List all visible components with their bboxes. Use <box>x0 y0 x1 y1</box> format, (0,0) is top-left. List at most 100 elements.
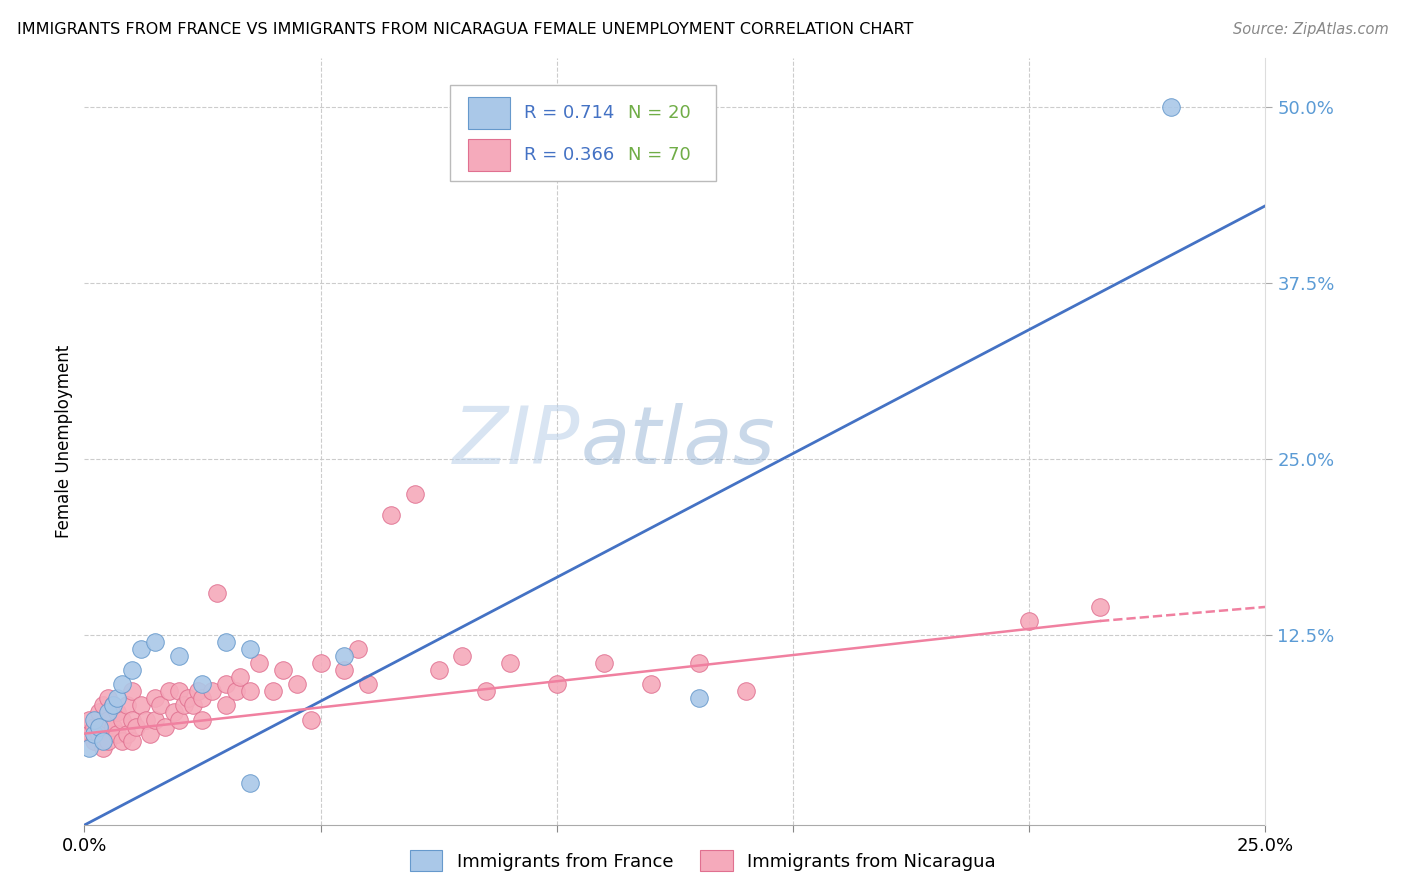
Point <box>121 663 143 677</box>
Point <box>181 698 204 713</box>
Point <box>357 677 380 691</box>
Point <box>201 684 224 698</box>
Bar <box>468 97 509 129</box>
Point <box>498 657 520 671</box>
Text: atlas: atlas <box>581 402 775 481</box>
Point <box>225 684 247 698</box>
Point <box>83 726 105 740</box>
Point <box>734 684 756 698</box>
Point <box>111 733 134 747</box>
Point <box>91 720 114 734</box>
Point <box>404 487 426 501</box>
Point <box>143 713 166 727</box>
Point <box>121 713 143 727</box>
Point <box>1088 599 1111 614</box>
Point <box>125 720 148 734</box>
Point <box>173 698 195 713</box>
Point <box>309 657 332 671</box>
Point <box>229 670 252 684</box>
Point <box>427 663 450 677</box>
Point <box>475 684 498 698</box>
Point <box>87 706 110 720</box>
Point <box>167 649 190 664</box>
Point <box>83 733 105 747</box>
Point <box>97 733 120 747</box>
Point <box>333 649 356 664</box>
Point <box>115 698 138 713</box>
Point <box>239 776 262 790</box>
Point <box>215 635 238 649</box>
Point <box>111 713 134 727</box>
Point <box>191 713 214 727</box>
FancyBboxPatch shape <box>450 85 716 181</box>
Point <box>77 713 100 727</box>
Point <box>143 691 166 706</box>
Point <box>285 677 308 691</box>
Point <box>215 677 238 691</box>
Point <box>97 706 120 720</box>
Point <box>87 726 110 740</box>
Point <box>139 726 162 740</box>
Point <box>205 586 228 600</box>
Point <box>239 684 262 698</box>
Text: IMMIGRANTS FROM FRANCE VS IMMIGRANTS FROM NICARAGUA FEMALE UNEMPLOYMENT CORRELAT: IMMIGRANTS FROM FRANCE VS IMMIGRANTS FRO… <box>17 22 914 37</box>
Point <box>121 733 143 747</box>
Point <box>1018 614 1040 628</box>
Point <box>688 657 710 671</box>
Y-axis label: Female Unemployment: Female Unemployment <box>55 345 73 538</box>
Point <box>115 726 138 740</box>
Point <box>333 663 356 677</box>
Point <box>77 740 100 755</box>
Point <box>299 713 322 727</box>
Point <box>101 698 124 713</box>
Point <box>83 713 105 727</box>
Point <box>87 720 110 734</box>
Point <box>380 508 402 523</box>
Point <box>593 657 616 671</box>
Text: N = 20: N = 20 <box>627 104 690 122</box>
Point <box>101 698 124 713</box>
Point <box>163 706 186 720</box>
Point <box>121 684 143 698</box>
Point <box>191 691 214 706</box>
Legend: Immigrants from France, Immigrants from Nicaragua: Immigrants from France, Immigrants from … <box>402 843 1004 879</box>
Point <box>107 691 129 706</box>
Point <box>97 713 120 727</box>
Text: R = 0.366: R = 0.366 <box>523 145 614 164</box>
Point <box>191 677 214 691</box>
Point <box>129 698 152 713</box>
Point <box>101 720 124 734</box>
Point <box>77 726 100 740</box>
Point <box>262 684 284 698</box>
Point <box>546 677 568 691</box>
Point <box>451 649 474 664</box>
Point <box>83 720 105 734</box>
Point <box>149 698 172 713</box>
Point <box>177 691 200 706</box>
Point <box>129 642 152 657</box>
Point <box>247 657 270 671</box>
Point <box>1160 100 1182 114</box>
Point <box>107 706 129 720</box>
Point <box>91 698 114 713</box>
Point <box>157 684 180 698</box>
Point <box>215 698 238 713</box>
Text: R = 0.714: R = 0.714 <box>523 104 614 122</box>
Point <box>91 740 114 755</box>
Point <box>347 642 370 657</box>
Point <box>187 684 209 698</box>
Point <box>688 691 710 706</box>
Point <box>167 713 190 727</box>
Point <box>239 642 262 657</box>
Point <box>97 691 120 706</box>
Point <box>107 726 129 740</box>
Point <box>91 733 114 747</box>
Point <box>167 684 190 698</box>
Text: ZIP: ZIP <box>453 402 581 481</box>
Point <box>143 635 166 649</box>
Text: N = 70: N = 70 <box>627 145 690 164</box>
Point <box>640 677 662 691</box>
Point <box>271 663 294 677</box>
Point <box>135 713 157 727</box>
Point <box>153 720 176 734</box>
